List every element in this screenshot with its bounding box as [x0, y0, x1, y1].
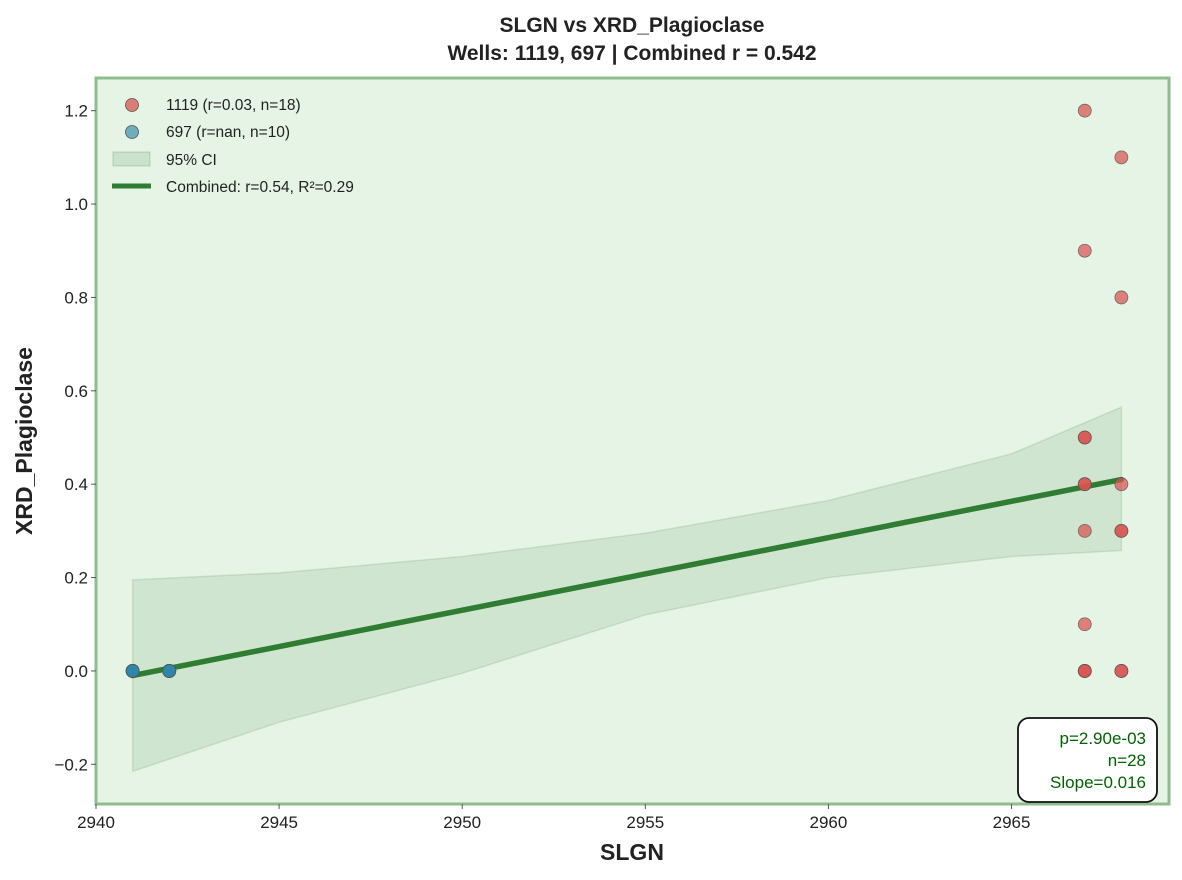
x-axis-label: SLGN — [600, 839, 664, 865]
stats-p-value: p=2.90e-03 — [1060, 729, 1147, 748]
legend: 1119 (r=0.03, n=18) 697 (r=nan, n=10) 95… — [112, 97, 354, 196]
legend-marker-1119 — [125, 98, 139, 112]
y-tick-label: 0.8 — [64, 288, 88, 307]
legend-label-1119: 1119 (r=0.03, n=18) — [166, 97, 301, 114]
stats-n: n=28 — [1108, 751, 1146, 770]
x-tick-label: 2940 — [77, 813, 115, 832]
data-point-697 — [162, 664, 177, 678]
data-point-1119 — [1114, 477, 1129, 492]
ci-band-layer — [131, 406, 1123, 773]
legend-marker-697 — [125, 125, 139, 139]
y-axis-ticks: −0.2 0.0 0.2 0.4 0.6 0.8 1.0 1.2 — [54, 102, 96, 774]
x-tick-label: 2955 — [626, 813, 664, 832]
y-axis-label: XRD_Plagioclase — [11, 347, 37, 535]
y-tick-label: 0.4 — [64, 475, 88, 494]
x-tick-label: 2945 — [260, 813, 298, 832]
y-tick-label: 0.6 — [64, 382, 88, 401]
y-tick-label: 1.0 — [64, 195, 88, 214]
data-point-1119 — [1077, 430, 1092, 445]
x-axis-ticks: 2940 2945 2950 2955 2960 2965 — [77, 804, 1030, 832]
data-point-1119 — [1077, 523, 1092, 538]
data-point-1119 — [1114, 290, 1129, 305]
y-tick-label: −0.2 — [54, 755, 88, 774]
legend-swatch-ci — [112, 151, 151, 167]
legend-label-fit: Combined: r=0.54, R²=0.29 — [166, 179, 354, 196]
data-point-1119 — [1114, 523, 1129, 538]
data-point-1119 — [1077, 477, 1092, 492]
chart-subtitle: Wells: 1119, 697 | Combined r = 0.542 — [447, 42, 816, 65]
x-tick-label: 2960 — [810, 813, 848, 832]
data-point-1119 — [1077, 103, 1092, 118]
legend-label-697: 697 (r=nan, n=10) — [166, 124, 290, 141]
data-point-1119 — [1077, 617, 1092, 632]
stats-slope: Slope=0.016 — [1050, 773, 1146, 792]
fit-line-layer — [129, 476, 1125, 679]
stats-box-frame — [1017, 717, 1158, 803]
x-tick-label: 2950 — [443, 813, 481, 832]
plot-area — [94, 76, 1171, 806]
data-point-1119 — [1077, 664, 1092, 678]
points-layer — [125, 103, 1129, 678]
ci-band — [131, 406, 1123, 773]
x-tick-label: 2965 — [993, 813, 1031, 832]
y-tick-label: 0.0 — [64, 662, 88, 681]
fit-line — [129, 476, 1125, 679]
data-point-1119 — [1114, 664, 1129, 678]
legend-label-ci: 95% CI — [166, 152, 217, 169]
chart-title: SLGN vs XRD_Plagioclase — [500, 14, 765, 37]
data-point-1119 — [1077, 243, 1092, 258]
data-point-697 — [125, 664, 140, 678]
y-tick-label: 1.2 — [64, 102, 88, 121]
data-point-1119 — [1114, 150, 1129, 165]
y-tick-label: 0.2 — [64, 569, 88, 588]
stats-box: p=2.90e-03 n=28 Slope=0.016 — [1017, 717, 1158, 803]
